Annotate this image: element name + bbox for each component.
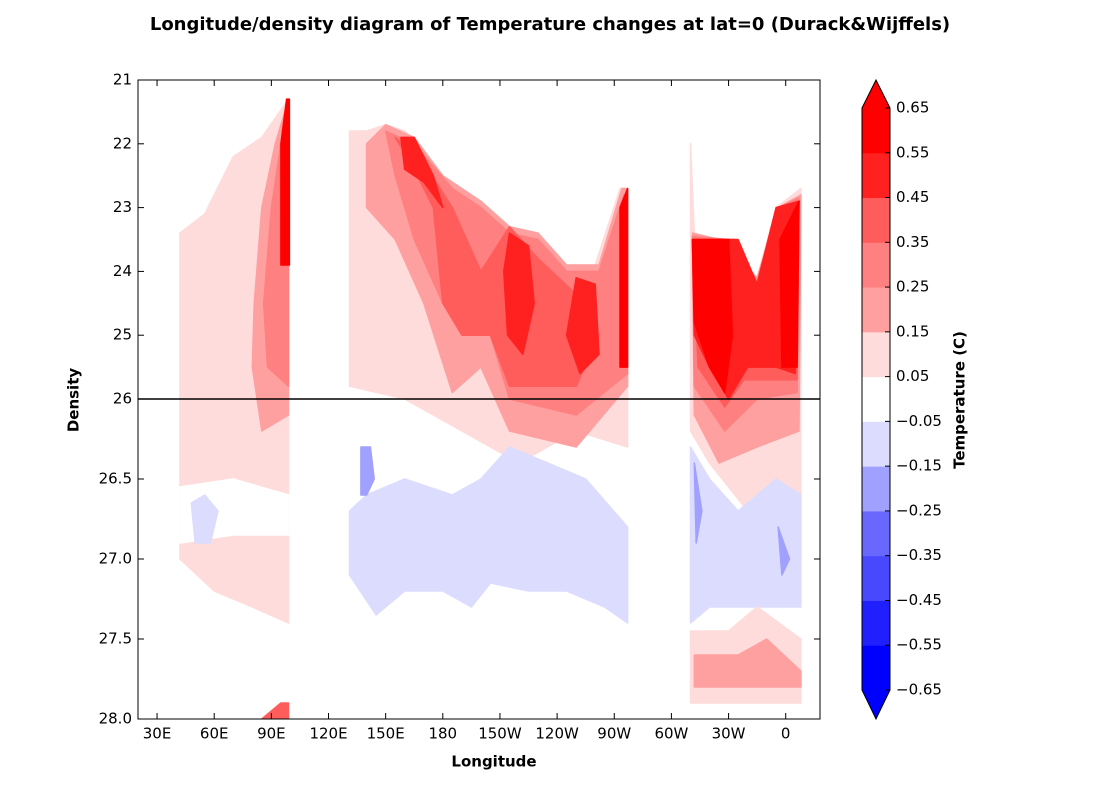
contour-region <box>348 446 629 624</box>
x-tick-label: 150E <box>367 725 405 743</box>
y-tick-label: 26 <box>113 390 132 408</box>
colorbar-bin <box>862 152 890 199</box>
contour-region <box>261 702 290 719</box>
x-tick-label: 90E <box>257 725 286 743</box>
y-tick-label: 28.0 <box>99 710 132 728</box>
x-tick-label: 180 <box>428 725 457 743</box>
contour-region <box>503 232 535 356</box>
y-tick-label: 25 <box>113 326 132 344</box>
colorbar-tick-label: −0.65 <box>896 681 942 699</box>
colorbar-tick-label: 0.05 <box>896 367 929 385</box>
contour-region <box>400 136 444 209</box>
x-tick-label: 120W <box>535 725 579 743</box>
colorbar-bin <box>862 376 890 422</box>
colorbar-tick-label: 0.55 <box>896 143 929 161</box>
colorbar-extend-high <box>862 80 890 108</box>
colorbar-label: Temperature (C) <box>951 331 969 469</box>
colorbar-tick-label: −0.45 <box>896 591 942 609</box>
contour-region <box>779 200 800 368</box>
colorbar-bin <box>862 287 890 333</box>
x-tick-label: 120E <box>309 725 347 743</box>
y-axis-label: Density <box>65 368 83 433</box>
x-tick-label: 30W <box>712 725 746 743</box>
colorbar-tick-label: −0.55 <box>896 636 942 654</box>
colorbar-bin <box>862 645 890 691</box>
colorbar-bin <box>862 555 890 601</box>
colorbar-extend-low <box>862 690 890 719</box>
y-tick-label: 23 <box>113 198 132 216</box>
contour-region <box>777 526 791 576</box>
contour-region <box>619 187 629 368</box>
colorbar-tick-label: 0.35 <box>896 233 929 251</box>
colorbar-tick-label: −0.35 <box>896 546 942 564</box>
contour-region <box>691 238 734 394</box>
colorbar-tick-label: −0.15 <box>896 457 942 475</box>
colorbar-bin <box>862 466 890 512</box>
x-axis-label: Longitude <box>451 753 536 771</box>
colorbar-tick-label: 0.65 <box>896 99 929 117</box>
y-tick-label: 21 <box>113 71 132 89</box>
colorbar-bin <box>862 510 890 557</box>
x-tick-label: 0 <box>781 725 791 743</box>
x-tick-label: 30E <box>143 725 172 743</box>
contour-region <box>190 494 219 544</box>
y-tick-label: 22 <box>113 134 132 152</box>
axes: 30E 60E 90E 120E 150E 180 150W 120W 90W 60W 30W 0 21… <box>99 71 942 743</box>
contour-region <box>280 98 291 266</box>
y-tick-label: 27.0 <box>99 550 132 568</box>
colorbar-tick-label: 0.25 <box>896 278 929 296</box>
colorbar-bin <box>862 331 890 378</box>
x-tick-label: 90W <box>597 725 631 743</box>
chart-title: Longitude/density diagram of Temperature… <box>150 14 950 35</box>
y-tick-label: 26.5 <box>99 470 132 488</box>
x-tick-label: 150W <box>478 725 522 743</box>
colorbar-bin <box>862 421 890 467</box>
x-tick-label: 60E <box>200 725 229 743</box>
colorbar-bin <box>862 197 890 243</box>
contour-region <box>689 446 802 624</box>
y-tick-label: 24 <box>113 262 132 280</box>
colorbar-bin <box>862 108 890 154</box>
colorbar-tick-label: −0.25 <box>896 501 942 519</box>
colorbar-tick-label: 0.15 <box>896 322 929 340</box>
colorbar-bin <box>862 242 890 288</box>
x-tick-label: 60W <box>654 725 688 743</box>
colorbar-tick-label: 0.45 <box>896 188 929 206</box>
y-tick-label: 27.5 <box>99 630 132 648</box>
contour-region <box>693 462 703 544</box>
contour-layer <box>179 98 802 719</box>
contour-region <box>565 277 600 375</box>
contour-region <box>360 446 375 496</box>
colorbar-tick-label: −0.05 <box>896 412 942 430</box>
colorbar-bin <box>862 600 890 646</box>
contour-region <box>693 638 802 688</box>
